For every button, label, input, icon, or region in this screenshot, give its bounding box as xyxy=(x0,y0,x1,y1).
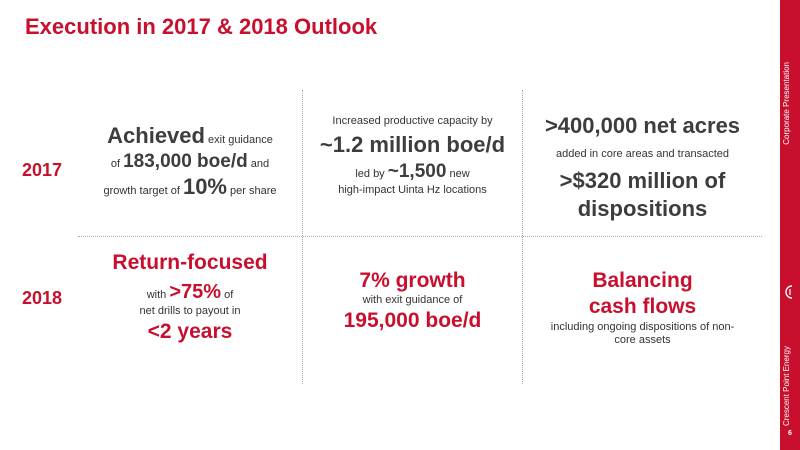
body-text: core assets xyxy=(614,334,671,347)
cell-2017-capacity: Increased productive capacity by ~1.2 mi… xyxy=(305,115,520,198)
cell-2017-acres: >400,000 net acres added in core areas a… xyxy=(525,112,760,222)
body-text: high-impact Uinta Hz locations xyxy=(338,184,487,196)
highlight-text: Achieved xyxy=(107,123,205,148)
highlight-text: >75% xyxy=(169,281,222,304)
highlight-text: >400,000 net acres xyxy=(544,113,741,138)
highlight-text: 7% growth xyxy=(359,269,466,292)
highlight-text: 195,000 boe/d xyxy=(343,309,482,332)
page-title: Execution in 2017 & 2018 Outlook xyxy=(25,14,378,39)
cell-2018-growth: 7% growth with exit guidance of 195,000 … xyxy=(305,268,520,334)
highlight-text: cash flows xyxy=(588,295,697,319)
row-divider xyxy=(78,236,762,237)
body-text: net drills to payout in xyxy=(139,305,241,318)
highlight-text: ~1.2 million boe/d xyxy=(319,131,506,157)
page-number: 6 xyxy=(788,430,792,437)
body-text: including ongoing dispositions of non- xyxy=(550,320,735,333)
column-divider xyxy=(302,90,303,384)
body-text: added in core areas and transacted xyxy=(555,147,730,160)
highlight-text: Return-focused xyxy=(112,251,268,274)
side-banner: Corporate Presentation Crescent Point En… xyxy=(780,0,800,450)
body-text: per share xyxy=(227,185,277,198)
highlight-text: Balancing xyxy=(592,269,693,292)
highlight-text: >$320 million of xyxy=(559,168,726,194)
cell-2018-cashflow: Balancing cash flows including ongoing d… xyxy=(525,268,760,348)
side-label-presentation: Corporate Presentation xyxy=(782,62,791,145)
cell-2018-returns: Return-focused with >75% of net drills t… xyxy=(80,250,300,345)
column-divider xyxy=(522,90,523,384)
crescent-point-logo-icon xyxy=(785,285,793,299)
highlight-text: 10% xyxy=(182,174,227,200)
body-text: with xyxy=(146,289,170,302)
body-text: exit guidance xyxy=(204,134,273,146)
body-text: Increased productive capacity by xyxy=(332,115,493,127)
highlight-text: 183,000 boe/d xyxy=(123,150,248,172)
body-text: of xyxy=(221,289,234,302)
body-text: with exit guidance of xyxy=(362,294,463,307)
highlight-text: ~1,500 xyxy=(387,161,447,183)
side-label-company: Crescent Point Energy xyxy=(782,346,791,427)
body-text: new xyxy=(446,168,470,181)
year-label-2017: 2017 xyxy=(22,160,63,180)
body-text: growth target of xyxy=(103,185,183,198)
body-text: and xyxy=(247,157,270,170)
highlight-text: dispositions xyxy=(577,195,708,221)
body-text: of xyxy=(110,157,124,170)
cell-2017-guidance: Achieved exit guidance of 183,000 boe/d … xyxy=(80,122,300,201)
body-text: led by xyxy=(355,168,388,181)
year-label-2018: 2018 xyxy=(22,288,63,308)
highlight-text: <2 years xyxy=(147,320,233,343)
